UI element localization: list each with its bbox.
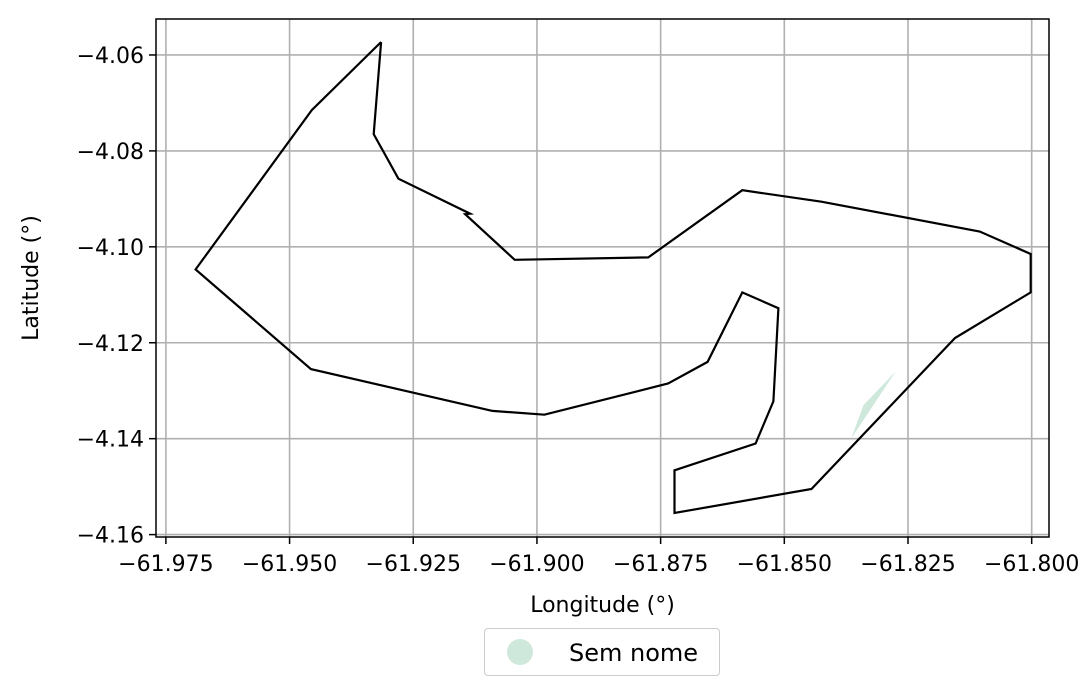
series-layer (194, 41, 1032, 515)
y-tick-label: −4.14 (77, 428, 144, 453)
x-tick-label: −61.925 (366, 552, 461, 577)
x-tick-label: −61.850 (737, 552, 832, 577)
y-tick-label: −4.16 (77, 524, 144, 549)
x-tick-label: −61.875 (613, 552, 708, 577)
grid-lines (156, 19, 1049, 537)
series-outline-sem-nome (194, 41, 1032, 515)
x-tick-label: −61.950 (242, 552, 337, 577)
series-fill-sliver (851, 371, 896, 439)
axes-frame (155, 18, 1050, 538)
y-tick-label: −4.10 (77, 236, 144, 261)
legend-label: Sem nome (569, 639, 699, 667)
y-axis-label: Latitude (°) (19, 215, 44, 341)
x-axis-label: Longitude (°) (530, 593, 675, 618)
x-tick-label: −61.825 (860, 552, 955, 577)
y-tick-label: −4.12 (77, 332, 144, 357)
y-ticks: −4.06 −4.08 −4.10 −4.12 −4.14 −4.16 (77, 44, 156, 549)
x-tick-label: −61.800 (984, 552, 1079, 577)
y-tick-label: −4.08 (77, 140, 144, 165)
x-tick-label: −61.975 (118, 552, 213, 577)
x-tick-label: −61.900 (489, 552, 584, 577)
area-fill (851, 371, 896, 439)
legend-marker-circle (507, 639, 533, 665)
x-ticks: −61.975 −61.950 −61.925 −61.900 −61.875 −61.8… (118, 537, 1079, 577)
legend: Sem nome (484, 628, 720, 676)
y-tick-label: −4.06 (77, 44, 144, 69)
